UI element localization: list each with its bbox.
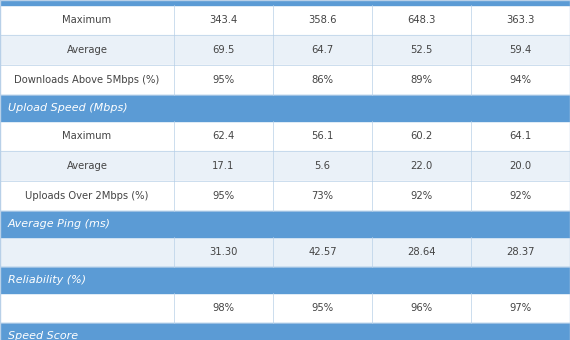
Text: 358.6: 358.6 bbox=[308, 15, 337, 25]
Text: Average Ping (ms): Average Ping (ms) bbox=[8, 219, 111, 229]
Text: Maximum: Maximum bbox=[62, 131, 112, 141]
Bar bbox=[0, 0, 570, 5]
Text: Average: Average bbox=[67, 161, 107, 171]
Text: 363.3: 363.3 bbox=[506, 15, 535, 25]
Text: 89%: 89% bbox=[410, 75, 433, 85]
Text: 59.4: 59.4 bbox=[510, 45, 532, 55]
Text: Maximum: Maximum bbox=[62, 15, 112, 25]
Text: 69.5: 69.5 bbox=[212, 45, 235, 55]
Text: 60.2: 60.2 bbox=[410, 131, 433, 141]
Text: Speed Score: Speed Score bbox=[8, 331, 78, 340]
Text: 95%: 95% bbox=[311, 303, 333, 313]
Text: 31.30: 31.30 bbox=[209, 247, 238, 257]
Bar bbox=[0, 65, 570, 95]
Text: 98%: 98% bbox=[213, 303, 234, 313]
Text: Downloads Above 5Mbps (%): Downloads Above 5Mbps (%) bbox=[14, 75, 160, 85]
Text: 28.64: 28.64 bbox=[407, 247, 435, 257]
Text: Average: Average bbox=[67, 45, 107, 55]
Text: 28.37: 28.37 bbox=[506, 247, 535, 257]
Text: 343.4: 343.4 bbox=[209, 15, 238, 25]
Bar bbox=[0, 121, 570, 151]
Text: 73%: 73% bbox=[311, 191, 333, 201]
Text: Upload Speed (Mbps): Upload Speed (Mbps) bbox=[8, 103, 128, 113]
Text: 5.6: 5.6 bbox=[315, 161, 331, 171]
Bar bbox=[0, 267, 570, 293]
Bar bbox=[0, 5, 570, 35]
Text: 648.3: 648.3 bbox=[407, 15, 435, 25]
Text: 64.7: 64.7 bbox=[311, 45, 333, 55]
Bar bbox=[0, 35, 570, 65]
Text: 95%: 95% bbox=[212, 75, 234, 85]
Bar bbox=[0, 293, 570, 323]
Bar bbox=[0, 95, 570, 121]
Text: 86%: 86% bbox=[311, 75, 333, 85]
Text: Reliability (%): Reliability (%) bbox=[8, 275, 86, 285]
Text: 20.0: 20.0 bbox=[510, 161, 532, 171]
Text: 56.1: 56.1 bbox=[311, 131, 333, 141]
Text: 17.1: 17.1 bbox=[212, 161, 235, 171]
Text: 52.5: 52.5 bbox=[410, 45, 433, 55]
Bar bbox=[0, 323, 570, 340]
Text: 94%: 94% bbox=[510, 75, 531, 85]
Text: 22.0: 22.0 bbox=[410, 161, 433, 171]
Text: 95%: 95% bbox=[212, 191, 234, 201]
Bar bbox=[0, 237, 570, 267]
Bar bbox=[0, 151, 570, 181]
Bar bbox=[0, 181, 570, 211]
Text: 42.57: 42.57 bbox=[308, 247, 337, 257]
Text: Uploads Over 2Mbps (%): Uploads Over 2Mbps (%) bbox=[25, 191, 149, 201]
Bar bbox=[0, 211, 570, 237]
Text: 62.4: 62.4 bbox=[212, 131, 234, 141]
Text: 92%: 92% bbox=[510, 191, 532, 201]
Text: 96%: 96% bbox=[410, 303, 433, 313]
Text: 97%: 97% bbox=[510, 303, 532, 313]
Text: 64.1: 64.1 bbox=[510, 131, 532, 141]
Text: 92%: 92% bbox=[410, 191, 433, 201]
